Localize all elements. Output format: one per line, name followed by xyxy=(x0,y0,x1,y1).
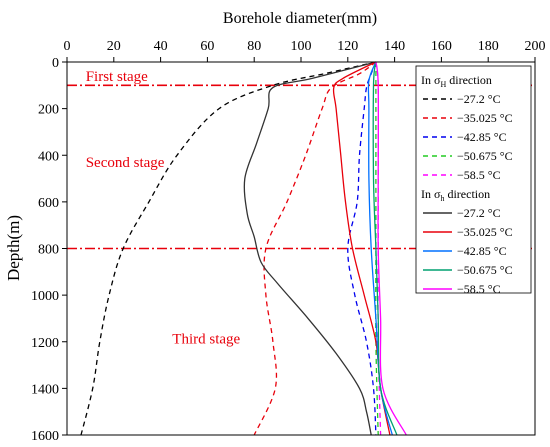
legend-box xyxy=(415,65,532,294)
y-tick-label: 1000 xyxy=(31,289,59,304)
x-tick-label: 60 xyxy=(200,39,214,54)
legend-label: −27.2 °C xyxy=(457,206,501,220)
plot-frame xyxy=(66,61,536,436)
x-axis-label: Borehole diameter(mm) xyxy=(223,10,377,27)
legend-label: −58.5 °C xyxy=(457,282,501,296)
stage-label: Second stage xyxy=(86,155,165,171)
legend-label: −58.5 °C xyxy=(457,168,501,182)
x-tick-label: 160 xyxy=(431,39,452,54)
x-tick-label: 0 xyxy=(64,39,71,54)
y-axis-label: Depth(m) xyxy=(4,215,23,281)
y-tick-label: 400 xyxy=(38,149,59,164)
stage-label: Third stage xyxy=(172,331,240,347)
series-line xyxy=(80,61,377,436)
stage-labels: First stage Second stage Third stage xyxy=(86,69,241,347)
series-line xyxy=(347,61,377,436)
x-tick-label: 140 xyxy=(384,39,405,54)
series-layer xyxy=(80,61,407,436)
y-axis-title: Depth(m) xyxy=(4,215,23,281)
x-axis-title: Borehole diameter(mm) xyxy=(223,10,377,27)
y-tick-label: 800 xyxy=(38,243,59,258)
x-ticks: 0 20 40 60 80 100 120 140 160 180 200 xyxy=(64,39,546,62)
legend-label: −50.675 °C xyxy=(457,263,513,277)
x-tick-label: 20 xyxy=(107,39,121,54)
y-tick-label: 600 xyxy=(38,196,59,211)
legend-label: −27.2 °C xyxy=(457,92,501,106)
legend-label: −50.675 °C xyxy=(457,149,513,163)
legend: In σH direction −27.2 °C −35.025 °C −42.85 … xyxy=(415,65,532,296)
stage-label: First stage xyxy=(86,69,148,85)
series-line xyxy=(243,61,377,436)
legend-label: −42.85 °C xyxy=(457,244,507,258)
x-tick-label: 180 xyxy=(478,39,499,54)
legend-group-title: In σH direction xyxy=(421,73,492,89)
stage-lines xyxy=(67,84,535,250)
legend-group-title: In σh direction xyxy=(421,187,490,203)
legend-label: −35.025 °C xyxy=(457,111,513,125)
y-tick-label: 1400 xyxy=(31,382,59,397)
series-line xyxy=(372,61,398,436)
series-line xyxy=(375,61,407,436)
y-tick-label: 0 xyxy=(52,56,59,71)
legend-label: −35.025 °C xyxy=(457,225,513,239)
legend-label: −42.85 °C xyxy=(457,130,507,144)
y-tick-label: 1200 xyxy=(31,336,59,351)
x-tick-label: 100 xyxy=(291,39,312,54)
y-tick-label: 1600 xyxy=(31,429,59,444)
x-tick-label: 200 xyxy=(525,39,546,54)
y-tick-label: 200 xyxy=(38,103,59,118)
x-tick-label: 40 xyxy=(154,39,168,54)
x-tick-label: 120 xyxy=(337,39,358,54)
series-line xyxy=(253,61,377,436)
x-tick-label: 80 xyxy=(247,39,261,54)
y-ticks: 0 200 400 600 800 1000 1200 1400 1600 xyxy=(31,56,67,444)
